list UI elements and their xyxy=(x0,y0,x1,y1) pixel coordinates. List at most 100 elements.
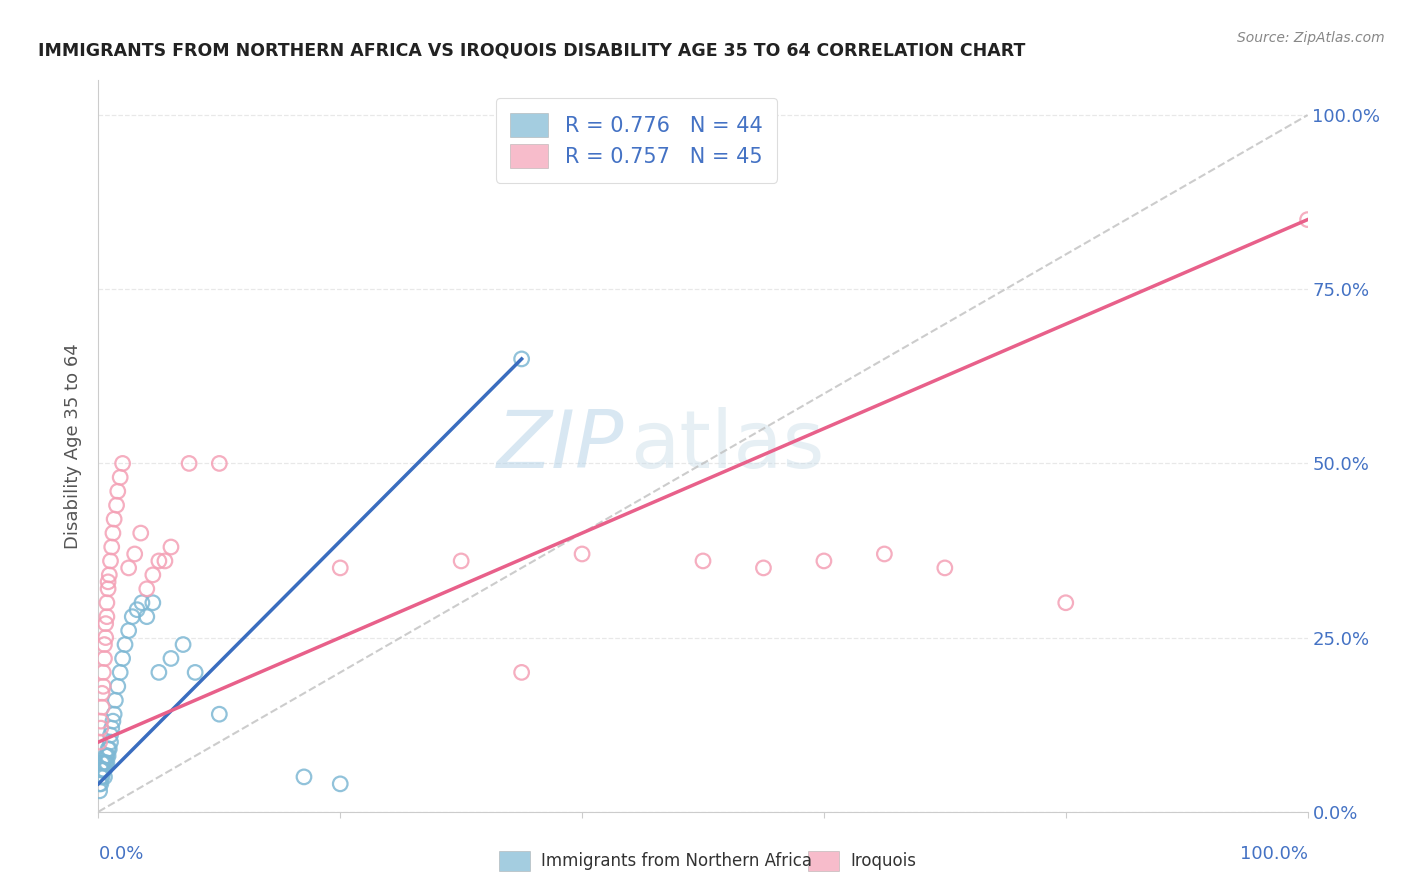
Point xyxy=(91,763,114,777)
Point xyxy=(105,498,128,512)
Text: Iroquois: Iroquois xyxy=(851,852,917,870)
Point xyxy=(91,700,114,714)
Point xyxy=(103,707,125,722)
Text: atlas: atlas xyxy=(630,407,825,485)
Point xyxy=(692,554,714,568)
Point xyxy=(90,770,112,784)
FancyBboxPatch shape xyxy=(499,851,530,871)
Point xyxy=(124,547,146,561)
Text: 0.0%: 0.0% xyxy=(98,845,143,863)
Point xyxy=(1054,596,1077,610)
Point xyxy=(91,756,114,770)
Point xyxy=(96,596,118,610)
Text: IMMIGRANTS FROM NORTHERN AFRICA VS IROQUOIS DISABILITY AGE 35 TO 64 CORRELATION : IMMIGRANTS FROM NORTHERN AFRICA VS IROQU… xyxy=(38,41,1025,59)
Point xyxy=(129,526,152,541)
Point xyxy=(90,721,112,735)
Point xyxy=(172,638,194,652)
Point xyxy=(93,770,115,784)
Point xyxy=(93,638,115,652)
Point xyxy=(510,351,533,366)
Point xyxy=(934,561,956,575)
Point xyxy=(91,679,114,693)
Point xyxy=(329,561,352,575)
Point xyxy=(107,679,129,693)
Point xyxy=(89,735,111,749)
Point xyxy=(100,735,122,749)
Point xyxy=(142,567,165,582)
Y-axis label: Disability Age 35 to 64: Disability Age 35 to 64 xyxy=(65,343,83,549)
Point xyxy=(1296,212,1319,227)
Point xyxy=(93,756,115,770)
Point xyxy=(94,756,117,770)
Point xyxy=(101,714,124,728)
Point xyxy=(100,540,122,554)
Point xyxy=(89,777,111,791)
Text: Source: ZipAtlas.com: Source: ZipAtlas.com xyxy=(1237,31,1385,45)
Point xyxy=(108,470,131,484)
Point xyxy=(142,596,165,610)
Point xyxy=(179,457,201,471)
Point xyxy=(94,631,117,645)
Point xyxy=(97,574,120,589)
Point xyxy=(118,561,141,575)
Point xyxy=(813,554,835,568)
Point xyxy=(98,742,121,756)
Point xyxy=(108,665,131,680)
Point xyxy=(450,554,472,568)
Point xyxy=(107,484,129,499)
Point xyxy=(135,609,157,624)
Point xyxy=(90,714,112,728)
Point xyxy=(100,554,122,568)
Point xyxy=(292,770,315,784)
Point xyxy=(93,651,115,665)
Point xyxy=(184,665,207,680)
Point xyxy=(148,665,170,680)
Point xyxy=(91,686,114,700)
Point xyxy=(91,756,114,770)
Point xyxy=(94,749,117,764)
FancyBboxPatch shape xyxy=(808,851,839,871)
Point xyxy=(329,777,352,791)
Point xyxy=(90,777,112,791)
Point xyxy=(91,763,114,777)
Point xyxy=(104,693,127,707)
Point xyxy=(97,582,120,596)
Text: 100.0%: 100.0% xyxy=(1240,845,1308,863)
Point xyxy=(873,547,896,561)
Point xyxy=(93,763,115,777)
Point xyxy=(101,526,124,541)
Point xyxy=(96,749,118,764)
Point xyxy=(510,665,533,680)
Point xyxy=(96,756,118,770)
Point xyxy=(160,540,183,554)
Point xyxy=(160,651,183,665)
Point xyxy=(135,582,157,596)
Point xyxy=(97,749,120,764)
Point xyxy=(111,651,134,665)
Point xyxy=(98,567,121,582)
Point xyxy=(91,665,114,680)
Point xyxy=(114,638,136,652)
Point xyxy=(148,554,170,568)
Point xyxy=(127,603,149,617)
Text: ZIP: ZIP xyxy=(498,407,624,485)
Point xyxy=(131,596,153,610)
Point xyxy=(100,721,122,735)
Point xyxy=(96,609,118,624)
Point xyxy=(208,707,231,722)
Point xyxy=(208,457,231,471)
Point xyxy=(94,616,117,631)
Legend: R = 0.776   N = 44, R = 0.757   N = 45: R = 0.776 N = 44, R = 0.757 N = 45 xyxy=(496,98,778,183)
Point xyxy=(118,624,141,638)
Point xyxy=(103,512,125,526)
Point xyxy=(153,554,176,568)
Point xyxy=(100,728,122,742)
Point xyxy=(121,609,143,624)
Point xyxy=(571,547,593,561)
Point xyxy=(90,763,112,777)
Text: Immigrants from Northern Africa: Immigrants from Northern Africa xyxy=(541,852,813,870)
Point xyxy=(89,784,111,798)
Point xyxy=(97,742,120,756)
Point xyxy=(91,770,114,784)
Point xyxy=(752,561,775,575)
